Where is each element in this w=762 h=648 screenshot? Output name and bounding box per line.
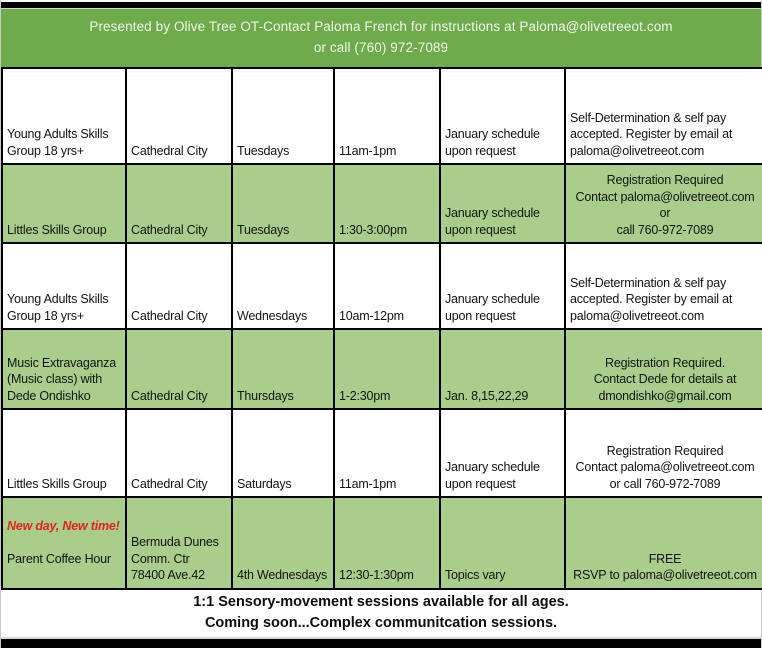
table-row: Littles Skills Group Cathedral City Tues… <box>1 163 762 244</box>
cell-location: Cathedral City <box>125 163 233 244</box>
cell-notes: Registration Required. Contact Dede for … <box>564 328 762 410</box>
cell-time: 11am-1pm <box>333 67 441 165</box>
cell-notes: Self-Determination & self pay accepted. … <box>564 67 762 165</box>
footer-line2: Coming soon...Complex communitcation ses… <box>204 615 558 632</box>
table-row: New day, New time! Parent Coffee Hour Be… <box>1 496 762 590</box>
top-black-bar <box>1 2 761 8</box>
table-row: Young Adults Skills Group 18 yrs+ Cathed… <box>1 242 762 330</box>
cell-location: Cathedral City <box>125 408 233 498</box>
cell-time: 1-2:30pm <box>333 328 441 410</box>
cell-location: Cathedral City <box>125 328 233 410</box>
cell-location: Cathedral City <box>125 242 233 330</box>
cell-time: 12:30-1:30pm <box>333 496 441 590</box>
table-row: Music Extravaganza (Music class) with De… <box>1 328 762 410</box>
banner-line2: or call (760) 972-7089 <box>313 40 449 55</box>
cell-notes: Self-Determination & self pay accepted. … <box>564 242 762 330</box>
cell-schedule: January schedule upon request <box>439 163 566 244</box>
cell-day: Tuesdays <box>231 67 335 165</box>
banner-line1: Presented by Olive Tree OT-Contact Palom… <box>89 19 673 35</box>
cell-schedule: January schedule upon request <box>439 67 566 165</box>
cell-day: Tuesdays <box>231 163 335 244</box>
cell-schedule: Jan. 8,15,22,29 <box>439 328 566 410</box>
cell-notes: Registration Required Contact paloma@oli… <box>564 408 762 498</box>
top-margin <box>1 0 761 2</box>
footer-note: 1:1 Sensory-movement sessions available … <box>1 590 761 638</box>
cell-notes: Registration Required Contact paloma@oli… <box>564 163 762 244</box>
cell-schedule: Topics vary <box>439 496 566 590</box>
bottom-divider <box>1 637 761 639</box>
cell-day: Thursdays <box>231 328 335 410</box>
program-name: Parent Coffee Hour <box>7 551 111 566</box>
cell-program: Young Adults Skills Group 18 yrs+ <box>1 67 127 165</box>
footer-line1: 1:1 Sensory-movement sessions available … <box>193 593 569 610</box>
cell-program: Littles Skills Group <box>1 408 127 498</box>
table-row: Littles Skills Group Cathedral City Satu… <box>1 408 762 498</box>
top-divider <box>1 8 761 9</box>
schedule-table: Young Adults Skills Group 18 yrs+ Cathed… <box>1 67 762 590</box>
cell-time: 10am-12pm <box>333 242 441 330</box>
new-day-highlight: New day, New time! <box>7 518 120 533</box>
cell-program: New day, New time! Parent Coffee Hour <box>1 496 127 590</box>
table-row: Young Adults Skills Group 18 yrs+ Cathed… <box>1 67 762 165</box>
cell-schedule: January schedule upon request <box>439 408 566 498</box>
cell-program: Young Adults Skills Group 18 yrs+ <box>1 242 127 330</box>
cell-program: Littles Skills Group <box>1 163 127 244</box>
presenter-banner: Presented by Olive Tree OT-Contact Palom… <box>1 9 761 67</box>
cell-schedule: January schedule upon request <box>439 242 566 330</box>
cell-time: 1:30-3:00pm <box>333 163 441 244</box>
cell-time: 11am-1pm <box>333 408 441 498</box>
cell-notes: FREE RSVP to paloma@olivetreeot.com <box>564 496 762 590</box>
cell-program: Music Extravaganza (Music class) with De… <box>1 328 127 410</box>
cell-location: Bermuda Dunes Comm. Ctr 78400 Ave.42 <box>125 496 233 590</box>
cell-day: Saturdays <box>231 408 335 498</box>
cell-day: Wednesdays <box>231 242 335 330</box>
cell-location: Cathedral City <box>125 67 233 165</box>
bottom-black-bar <box>1 639 761 648</box>
cell-day: 4th Wednesdays <box>231 496 335 590</box>
